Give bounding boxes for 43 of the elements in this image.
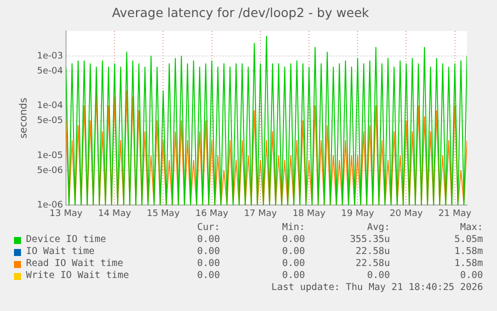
y-tick-label: 1e-06 xyxy=(36,200,64,211)
text: 0.00 xyxy=(197,246,220,257)
x-tick-label: 17 May xyxy=(244,208,278,219)
y-tick-label: 1e-03 xyxy=(36,51,63,62)
text: 0.00 xyxy=(282,270,305,281)
text: 355.35u xyxy=(350,234,390,245)
text: 22.58u xyxy=(356,258,390,269)
text: 5.05m xyxy=(454,234,483,245)
text: 22.58u xyxy=(356,246,390,257)
y-tick-label: 5e-06 xyxy=(36,166,64,176)
y-tick-label: 5e-04 xyxy=(36,66,64,76)
text: 0.00 xyxy=(282,246,305,257)
x-tick-label: 14 May xyxy=(98,208,132,219)
text: 0.00 xyxy=(460,270,483,281)
text: Avg: xyxy=(367,222,390,233)
text: Min: xyxy=(282,222,305,233)
text: Cur: xyxy=(197,222,220,233)
text: 1.58m xyxy=(454,246,483,257)
text: 0.00 xyxy=(197,258,220,269)
x-tick-label: 21 May xyxy=(438,208,472,219)
y-axis-title: seconds xyxy=(18,98,30,139)
text: 1.58m xyxy=(454,258,483,269)
text: 0.00 xyxy=(282,258,305,269)
x-tick-label: 16 May xyxy=(195,208,229,219)
text: 0.00 xyxy=(282,234,305,245)
legend-label: Read IO Wait time xyxy=(26,258,124,269)
y-tick-label: 5e-05 xyxy=(36,116,63,126)
text: 0.00 xyxy=(197,234,220,245)
text: Max: xyxy=(460,222,483,233)
chart-title: Average latency for /dev/loop2 - by week xyxy=(112,4,370,20)
legend-label: IO Wait time xyxy=(26,246,95,257)
x-tick-label: 15 May xyxy=(146,208,180,219)
x-tick-label: 20 May xyxy=(390,208,424,219)
y-tick-label: 1e-04 xyxy=(36,101,64,112)
legend-label: Device IO time xyxy=(26,234,106,245)
x-tick-label: 19 May xyxy=(341,208,375,219)
x-tick-label: 13 May xyxy=(50,208,84,219)
legend-label: Write IO Wait time xyxy=(26,270,129,281)
x-tick-label: 18 May xyxy=(292,208,326,219)
text: Last update: Thu May 21 18:40:25 2026 xyxy=(271,282,483,293)
y-tick-label: 1e-05 xyxy=(36,150,63,161)
text: 0.00 xyxy=(367,270,390,281)
text: 0.00 xyxy=(197,270,220,281)
